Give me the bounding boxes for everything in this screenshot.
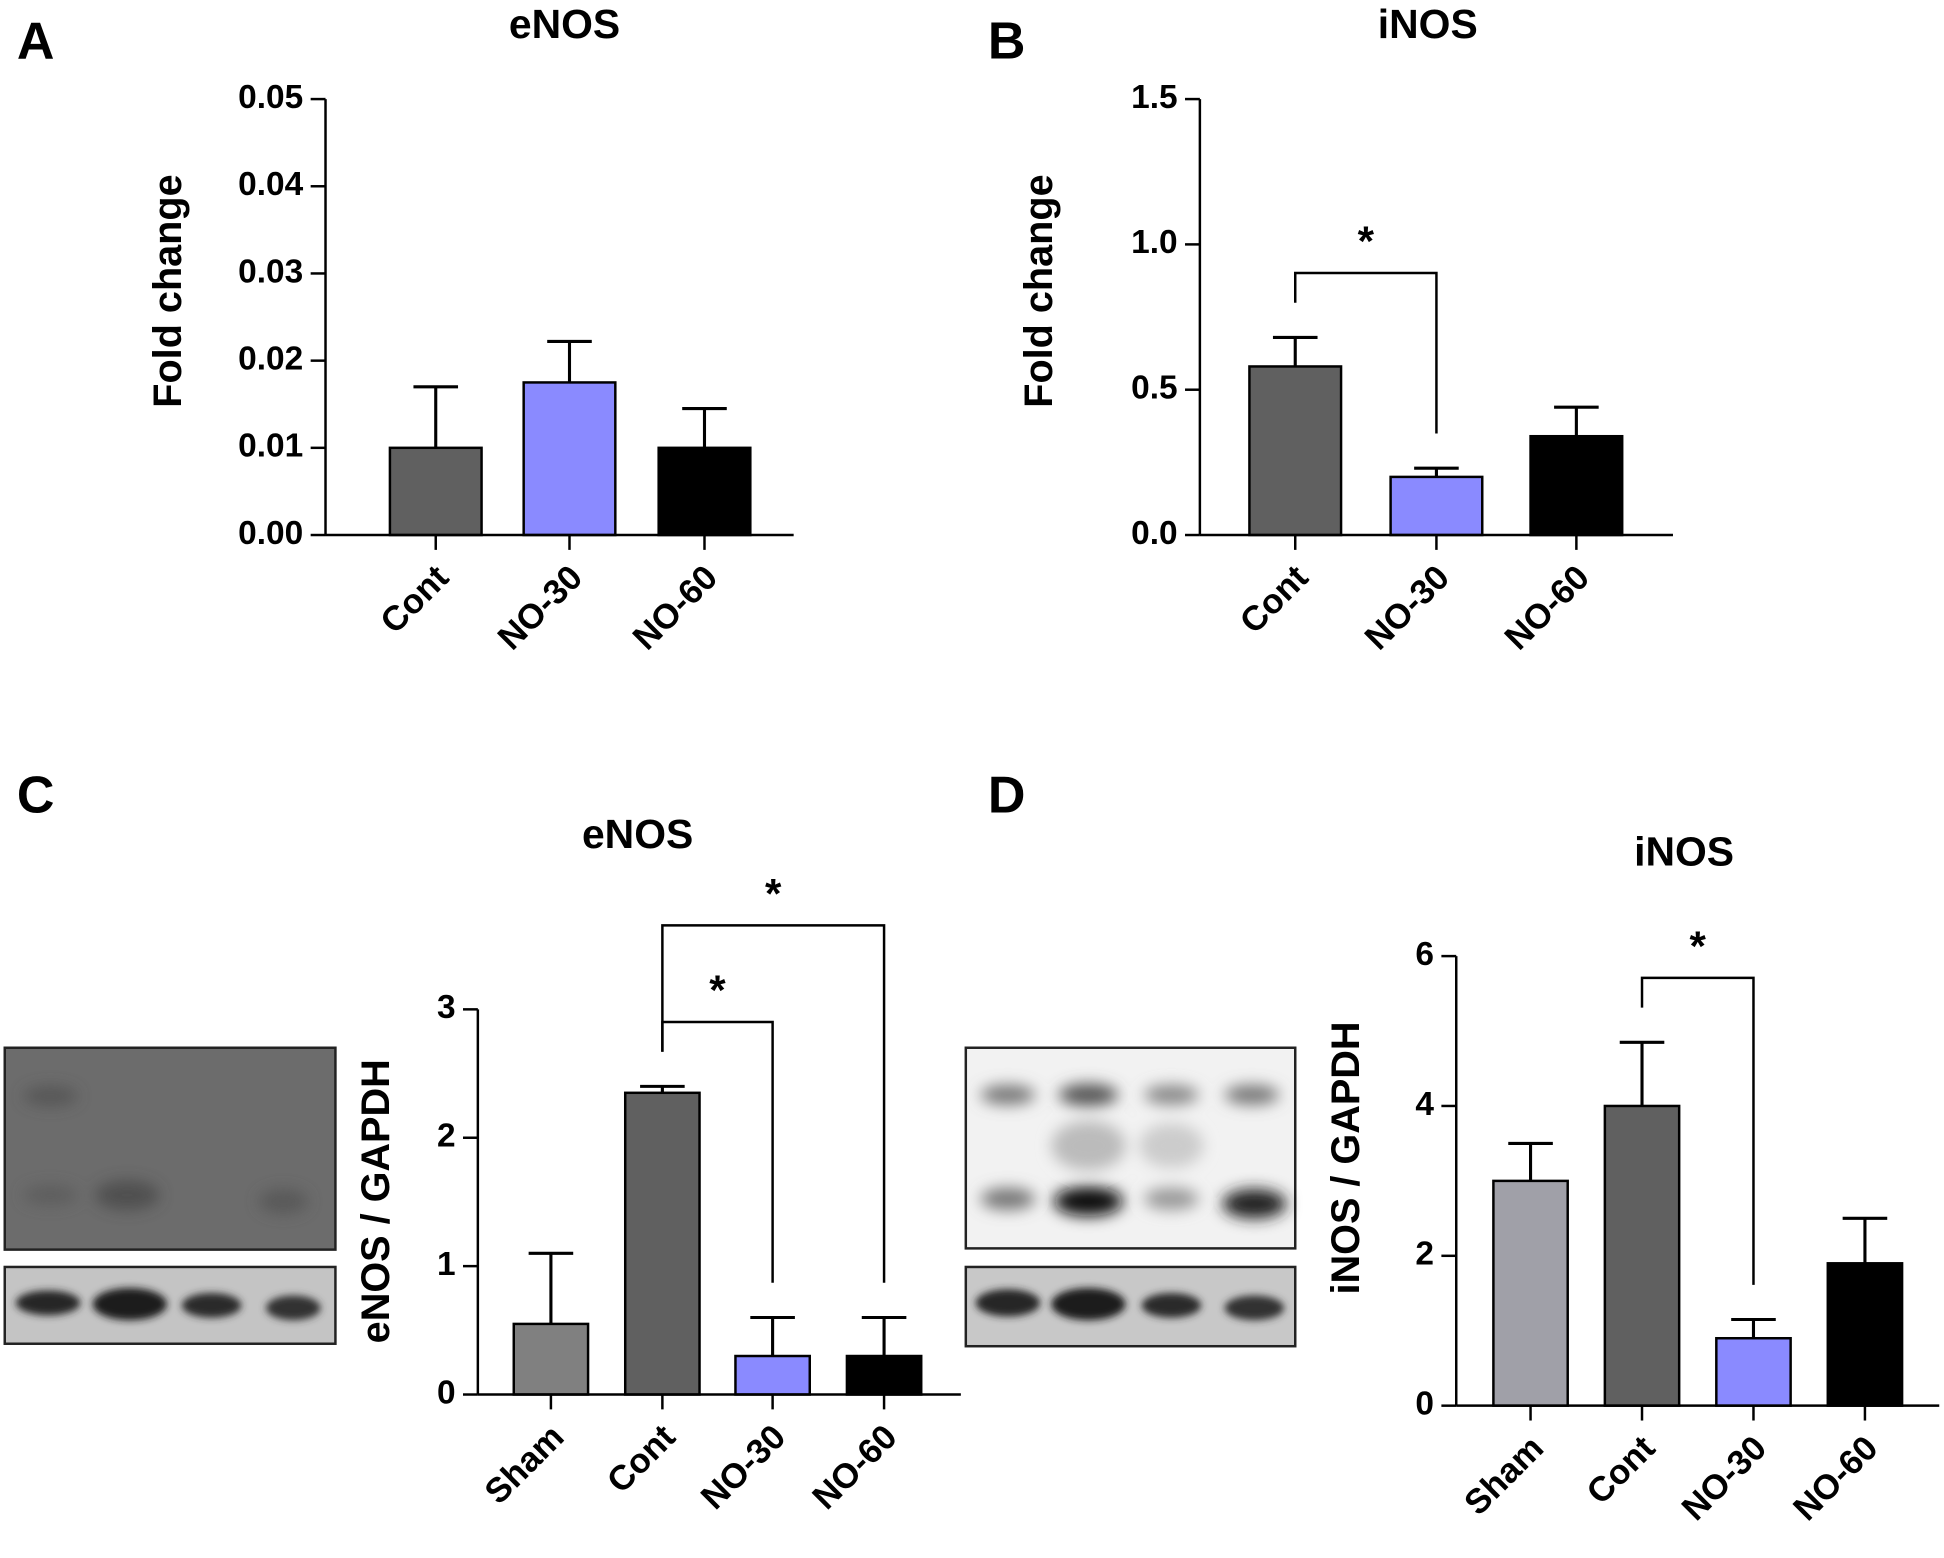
y-tick-label: 0.00 bbox=[238, 515, 303, 552]
bar bbox=[845, 1354, 923, 1396]
error-bar bbox=[1414, 466, 1459, 477]
y-tick-label: 0 bbox=[437, 1374, 456, 1411]
blot-d bbox=[964, 1046, 1297, 1348]
y-tick-label: 0.04 bbox=[238, 166, 303, 203]
chart-title: iNOS bbox=[1634, 828, 1734, 874]
significance-bracket bbox=[1640, 976, 1755, 1285]
x-tick-label: NO-30 bbox=[491, 558, 590, 657]
y-tick-label: 6 bbox=[1415, 936, 1434, 973]
error-bar bbox=[1272, 335, 1318, 367]
error-bar bbox=[640, 1084, 685, 1093]
significance-bracket bbox=[1294, 271, 1438, 434]
bar bbox=[1248, 365, 1343, 537]
error-bar bbox=[1731, 1317, 1776, 1339]
chart-title: eNOS bbox=[582, 811, 693, 857]
x-tick-label: NO-60 bbox=[806, 1418, 905, 1517]
y-tick-label: 0.01 bbox=[238, 428, 303, 465]
y-tick-label: 1.5 bbox=[1131, 79, 1177, 116]
error-bar bbox=[1508, 1141, 1553, 1181]
x-tick-label: Cont bbox=[600, 1418, 683, 1501]
y-axis-label: Fold change bbox=[1017, 174, 1061, 407]
chart-title: iNOS bbox=[1378, 1, 1478, 47]
error-bar bbox=[547, 339, 592, 383]
chart-title: eNOS bbox=[509, 1, 620, 47]
bar bbox=[522, 381, 617, 537]
bar bbox=[623, 1091, 701, 1396]
x-tick-label: Sham bbox=[1457, 1429, 1551, 1523]
x-tick-label: NO-60 bbox=[1498, 558, 1597, 657]
blot-c bbox=[3, 1046, 337, 1345]
y-tick-label: 0.5 bbox=[1131, 370, 1177, 407]
bar bbox=[734, 1354, 811, 1396]
y-tick-label: 2 bbox=[1415, 1236, 1434, 1273]
error-bar bbox=[528, 1251, 574, 1324]
bar bbox=[1715, 1336, 1792, 1407]
x-tick-label: NO-60 bbox=[626, 558, 725, 657]
y-tick-label: 0.0 bbox=[1131, 515, 1177, 552]
panel-letter: D bbox=[988, 767, 1026, 825]
y-tick-label: 1 bbox=[437, 1246, 456, 1283]
y-axis-label: iNOS / GAPDH bbox=[1324, 1021, 1368, 1294]
error-bar bbox=[861, 1315, 907, 1357]
x-tick-label: Cont bbox=[1233, 558, 1316, 641]
panel-letter: B bbox=[988, 12, 1026, 70]
significance-label: * bbox=[709, 967, 726, 1014]
y-tick-label: 3 bbox=[437, 989, 456, 1026]
bar bbox=[657, 446, 752, 537]
y-tick-label: 0 bbox=[1415, 1385, 1434, 1422]
y-tick-label: 4 bbox=[1415, 1086, 1434, 1123]
error-bar bbox=[1842, 1216, 1888, 1264]
x-tick-label: Sham bbox=[478, 1418, 572, 1512]
error-bar bbox=[413, 385, 459, 448]
significance-label: * bbox=[1690, 923, 1707, 970]
y-tick-label: 0.03 bbox=[238, 253, 303, 290]
panel-letter: A bbox=[17, 12, 55, 70]
x-tick-label: NO-30 bbox=[694, 1418, 793, 1517]
y-tick-label: 0.02 bbox=[238, 340, 303, 377]
y-axis-label: Fold change bbox=[146, 174, 190, 407]
y-axis-label: eNOS / GAPDH bbox=[354, 1059, 398, 1343]
bar bbox=[1826, 1262, 1904, 1407]
significance-label: * bbox=[765, 870, 782, 917]
error-bar bbox=[1554, 405, 1599, 437]
bar bbox=[1529, 434, 1624, 537]
y-tick-label: 2 bbox=[437, 1118, 456, 1155]
bar bbox=[1603, 1104, 1681, 1407]
y-tick-label: 1.0 bbox=[1131, 224, 1177, 261]
x-tick-label: Cont bbox=[1580, 1429, 1663, 1512]
error-bar bbox=[682, 407, 727, 448]
x-tick-label: NO-30 bbox=[1675, 1429, 1774, 1528]
bar bbox=[388, 446, 483, 537]
error-bar bbox=[1619, 1040, 1665, 1106]
x-tick-label: NO-60 bbox=[1786, 1429, 1885, 1528]
x-tick-label: Cont bbox=[374, 558, 457, 641]
x-tick-label: NO-30 bbox=[1358, 558, 1457, 657]
bar bbox=[1389, 475, 1484, 537]
y-tick-label: 0.05 bbox=[238, 79, 303, 116]
significance-bracket bbox=[661, 924, 886, 1283]
significance-label: * bbox=[1358, 218, 1375, 265]
panel-letter: C bbox=[17, 767, 55, 825]
error-bar bbox=[750, 1315, 795, 1357]
bar bbox=[1492, 1179, 1569, 1407]
bar bbox=[512, 1322, 590, 1396]
